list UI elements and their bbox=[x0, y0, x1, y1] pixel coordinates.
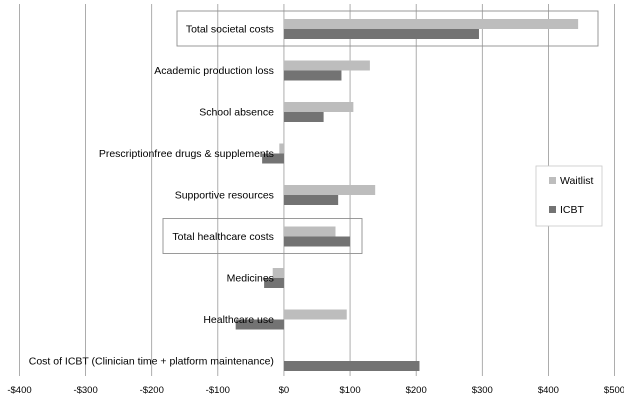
bar-waitlist-medicines bbox=[272, 268, 284, 278]
x-tick-label: $400 bbox=[538, 385, 559, 396]
bar-icbt-medicines bbox=[264, 278, 284, 288]
bars bbox=[235, 19, 579, 371]
bar-icbt-academic-production-loss bbox=[283, 70, 342, 81]
x-tick-label: $0 bbox=[279, 385, 290, 396]
category-label-healthcare-use: Healthcare use bbox=[203, 314, 274, 326]
category-label-school-absence: School absence bbox=[199, 107, 274, 119]
bar-waitlist-healthcare-use bbox=[283, 309, 347, 320]
bar-waitlist-supportive-resources bbox=[283, 185, 376, 195]
x-tick-label: $100 bbox=[339, 385, 360, 396]
category-label-total-healthcare-costs: Total healthcare costs bbox=[172, 231, 274, 243]
bar-icbt-prescriptionfree-drugs-supplements bbox=[262, 153, 284, 164]
bar-icbt-supportive-resources bbox=[283, 195, 339, 205]
bar-waitlist-school-absence bbox=[283, 102, 354, 112]
legend-swatch-waitlist bbox=[549, 177, 556, 184]
bar-icbt-total-healthcare-costs bbox=[283, 236, 351, 247]
x-tick-label: -$300 bbox=[73, 385, 97, 396]
category-label-supportive-resources: Supportive resources bbox=[175, 190, 274, 202]
bar-waitlist-academic-production-loss bbox=[283, 60, 370, 71]
legend-label-waitlist: Waitlist bbox=[560, 175, 594, 187]
category-label-academic-production-loss: Academic production loss bbox=[154, 65, 274, 77]
highlight-box-total-healthcare-costs bbox=[162, 218, 363, 254]
x-tick-label: $500 bbox=[604, 385, 624, 396]
x-tick-label: $300 bbox=[472, 385, 493, 396]
bar-waitlist-total-societal-costs bbox=[283, 19, 579, 29]
legend: Waitlist ICBT bbox=[535, 165, 603, 227]
category-label-prescriptionfree-drugs-supplements: Prescriptionfree drugs & supplements bbox=[99, 148, 274, 160]
x-tick-label: -$400 bbox=[7, 385, 31, 396]
legend-swatch-icbt bbox=[549, 206, 556, 213]
bar-waitlist-prescriptionfree-drugs-supplements bbox=[279, 143, 284, 154]
legend-box bbox=[535, 165, 603, 227]
category-labels: Total societal costs Academic production … bbox=[29, 24, 274, 368]
bar-icbt-cost-of-icbt-clinician-time-platform-maintenance bbox=[283, 361, 420, 371]
category-label-total-societal-costs: Total societal costs bbox=[186, 24, 274, 36]
bar-waitlist-total-healthcare-costs bbox=[283, 226, 336, 237]
bar-icbt-total-societal-costs bbox=[283, 29, 479, 39]
category-label-medicines: Medicines bbox=[227, 273, 274, 285]
x-tick-label: $200 bbox=[406, 385, 427, 396]
legend-label-icbt: ICBT bbox=[560, 204, 585, 216]
highlight-boxes bbox=[162, 10, 599, 254]
bar-icbt-healthcare-use bbox=[235, 319, 284, 330]
highlight-box-total-societal-costs bbox=[176, 10, 599, 47]
bar-icbt-school-absence bbox=[283, 112, 324, 122]
x-tick-label: -$100 bbox=[206, 385, 230, 396]
category-label-cost-of-icbt-clinician-time-platform-maintenance: Cost of ICBT (Clinician time + platform … bbox=[29, 356, 274, 368]
x-tick-label: -$200 bbox=[140, 385, 164, 396]
x-axis-tick-labels: -$400 -$300 -$200 -$100 $0 $100 $200 $300 $400 $5… bbox=[7, 385, 624, 396]
